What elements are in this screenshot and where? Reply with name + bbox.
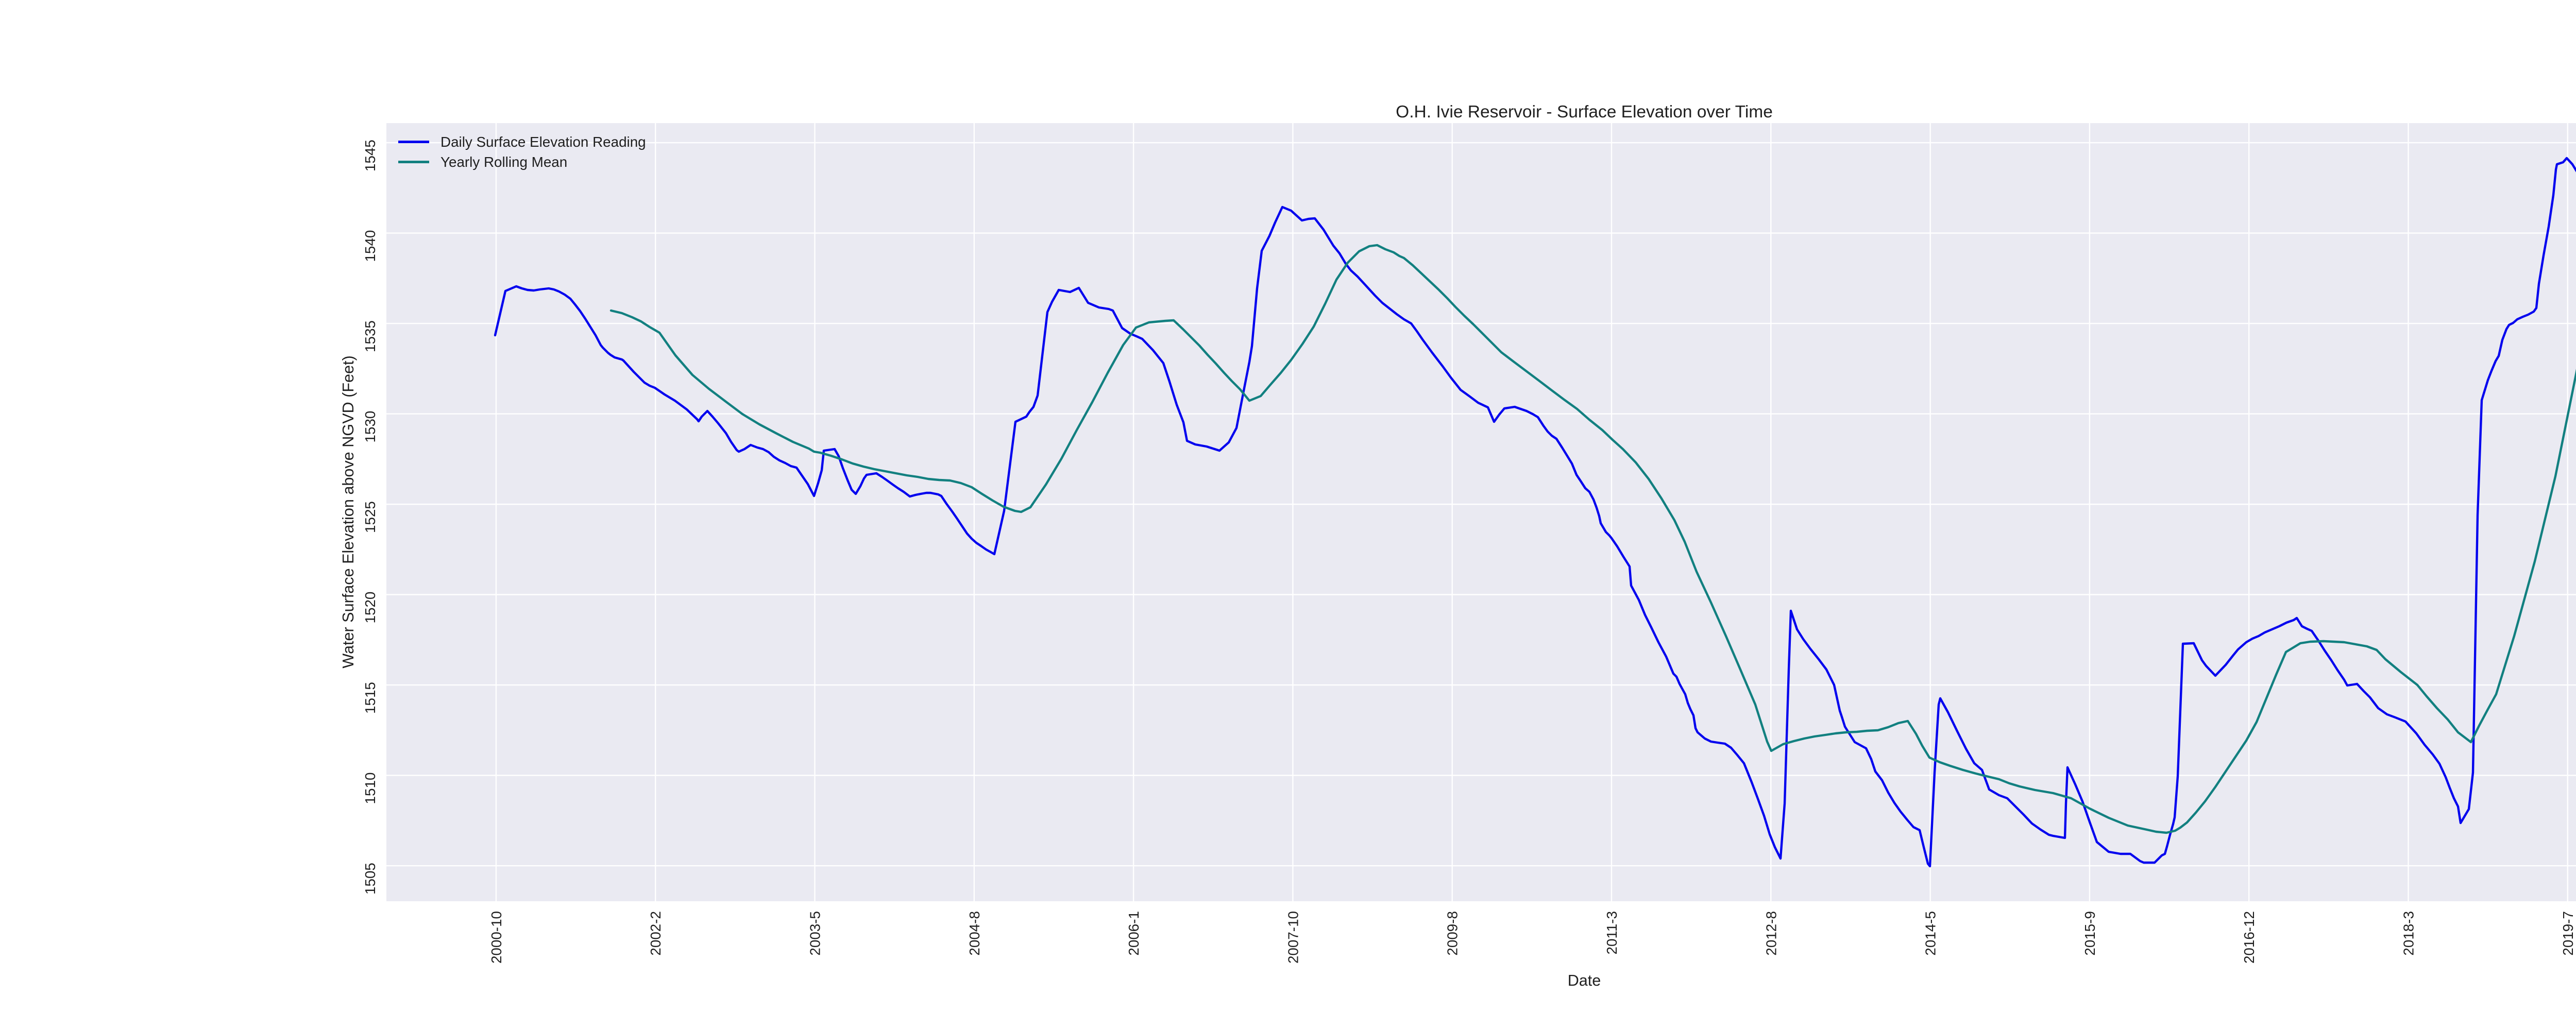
- svg-text:O.H. Ivie Reservoir - Surface: O.H. Ivie Reservoir - Surface Elevation …: [1396, 102, 1773, 122]
- svg-text:Daily Surface Elevation Readin: Daily Surface Elevation Reading: [440, 134, 646, 150]
- svg-text:2012-8: 2012-8: [1763, 911, 1779, 956]
- svg-text:2007-10: 2007-10: [1285, 911, 1301, 964]
- svg-text:1540: 1540: [362, 230, 378, 262]
- svg-text:1535: 1535: [362, 320, 378, 352]
- svg-text:1545: 1545: [362, 140, 378, 171]
- svg-text:1515: 1515: [362, 682, 378, 714]
- svg-text:2018-3: 2018-3: [2401, 911, 2417, 956]
- svg-text:1520: 1520: [362, 592, 378, 624]
- svg-text:2014-5: 2014-5: [1923, 911, 1939, 956]
- svg-text:2004-8: 2004-8: [967, 911, 982, 956]
- svg-text:Yearly Rolling Mean: Yearly Rolling Mean: [440, 154, 567, 170]
- svg-text:1530: 1530: [362, 411, 378, 443]
- svg-text:1510: 1510: [362, 772, 378, 804]
- svg-text:Water Surface Elevation above: Water Surface Elevation above NGVD (Feet…: [340, 355, 357, 668]
- svg-text:2002-2: 2002-2: [648, 911, 664, 956]
- svg-text:2006-1: 2006-1: [1126, 911, 1142, 956]
- svg-text:2011-3: 2011-3: [1604, 911, 1620, 955]
- svg-text:2009-8: 2009-8: [1445, 911, 1461, 956]
- svg-text:2003-5: 2003-5: [807, 911, 823, 956]
- svg-text:Date: Date: [1568, 972, 1601, 989]
- svg-text:1525: 1525: [362, 501, 378, 533]
- svg-text:2016-12: 2016-12: [2241, 911, 2257, 964]
- svg-text:1505: 1505: [362, 863, 378, 895]
- svg-text:2015-9: 2015-9: [2082, 911, 2098, 956]
- svg-text:2019-7: 2019-7: [2560, 911, 2576, 956]
- svg-text:2000-10: 2000-10: [488, 911, 504, 964]
